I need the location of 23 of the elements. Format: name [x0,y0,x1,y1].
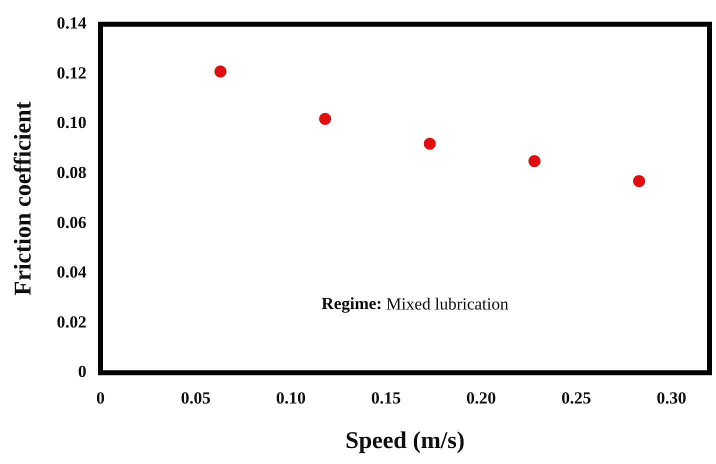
x-tick-label: 0.10 [276,388,306,408]
point [528,155,540,168]
x-axis-title: Speed (m/s) [345,428,465,454]
x-tick-label: 0 [96,388,105,408]
y-tick-label: 0.06 [56,212,87,232]
point [633,175,646,188]
point [319,112,332,125]
y-tick-label: 0.12 [56,63,87,82]
y-tick-label: 0.02 [56,312,87,332]
y-tick-label: 0.10 [56,113,87,132]
x-tick-label: 0.05 [180,388,211,408]
annotation: Regime: Mixed lubrication [322,294,509,314]
x-tick-label: 0.20 [466,388,496,408]
point [214,66,226,78]
y-axis-title: Friction coefficient [10,102,37,296]
y-tick-label: 0 [78,362,87,382]
x-tick-label: 0.15 [371,388,401,408]
y-tick-label: 0.08 [56,162,87,182]
x-tick-label: 0.30 [656,388,686,408]
y-tick-label: 0.14 [56,14,88,33]
point [424,138,436,150]
x-tick-label: 0.25 [561,388,592,408]
y-tick-label: 0.04 [56,262,88,282]
